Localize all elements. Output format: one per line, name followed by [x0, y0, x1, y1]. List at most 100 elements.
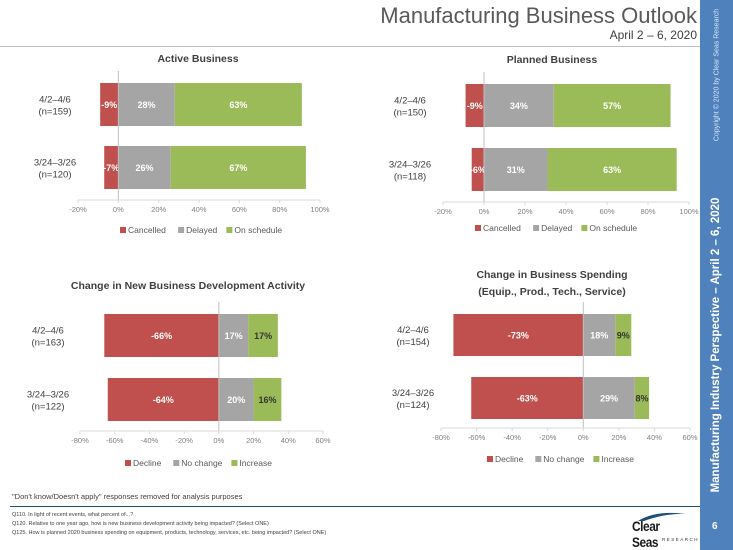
- tick-label: 60%: [682, 433, 697, 442]
- data-label: 8%: [635, 394, 648, 404]
- legend-swatch: [593, 456, 600, 462]
- legend-label: Cancelled: [483, 223, 521, 233]
- category-label-line: 4/2–4/6: [397, 325, 429, 336]
- tick-label: 60%: [315, 436, 330, 445]
- legend-swatch: [173, 460, 180, 466]
- data-label: 17%: [254, 331, 272, 341]
- data-label: 34%: [510, 101, 528, 111]
- bar-on-schedule: [170, 146, 306, 189]
- tick-label: 100%: [679, 207, 699, 216]
- category-label-line: 4/2–4/6: [394, 96, 426, 107]
- tick-label: 40%: [281, 436, 296, 445]
- category-label-line: 4/2–4/6: [32, 326, 64, 337]
- legend-label: Decline: [133, 458, 162, 468]
- bar-delayed: [118, 83, 175, 126]
- tick-label: 60%: [599, 207, 614, 216]
- legend-swatch: [231, 460, 238, 466]
- bar-no-change: [583, 377, 635, 419]
- chart-title: Active Business: [157, 53, 238, 65]
- tick-label: -60%: [468, 433, 486, 442]
- legend-swatch: [178, 227, 185, 233]
- logo-sub: RESEARCH: [662, 537, 700, 542]
- chart-title: Planned Business: [507, 54, 598, 66]
- legend-label: No change: [181, 458, 222, 468]
- chart-title: (Equip., Prod., Tech., Service): [478, 286, 625, 298]
- tick-label: 20%: [246, 436, 261, 445]
- category-label: 3/24–3/26 (n=122): [27, 390, 69, 413]
- data-label: 17%: [225, 331, 243, 341]
- bar-on-schedule: [174, 83, 302, 126]
- bar-delayed: [484, 148, 548, 191]
- page-subtitle: April 2 – 6, 2020: [609, 28, 697, 42]
- data-label: -9%: [101, 100, 117, 110]
- chart-2: Planned Business -9% 34% 57% 4/2–4/6 (n=150) -…: [389, 54, 699, 233]
- footnote: Q110. In light of recent events, what pe…: [12, 512, 134, 518]
- data-label: -9%: [467, 101, 483, 111]
- data-label: -7%: [103, 163, 119, 173]
- tick-label: 0%: [578, 433, 589, 442]
- tick-label: -80%: [71, 436, 89, 445]
- data-label: 16%: [258, 395, 276, 405]
- legend-label: Increase: [239, 458, 272, 468]
- logo-name: Clear Seas: [632, 518, 660, 550]
- legend-label: On schedule: [234, 225, 282, 235]
- tick-label: -40%: [503, 433, 521, 442]
- category-label-line: (n=118): [394, 172, 426, 183]
- category-label: 3/24–3/26 (n=118): [389, 160, 431, 183]
- sidebar-title: Manufacturing Industry Perspective – Apr…: [710, 197, 722, 493]
- category-label: 3/24–3/26 (n=120): [34, 158, 76, 181]
- bar-cancelled: [471, 148, 484, 191]
- bar-decline: [471, 377, 584, 419]
- tick-label: 60%: [232, 205, 247, 214]
- data-label: 29%: [600, 394, 618, 404]
- legend-label: Cancelled: [128, 225, 166, 235]
- legend-label: On schedule: [589, 223, 637, 233]
- category-label-line: (n=163): [31, 338, 64, 349]
- charts: Active Business-9% 28% 63%4/2–4/6 (n=159)-7…: [27, 53, 699, 468]
- data-label: 63%: [603, 165, 621, 175]
- legend-swatch: [535, 456, 542, 462]
- chart-title: Change in New Business Development Activ…: [71, 280, 305, 292]
- tick-label: 20%: [611, 433, 626, 442]
- tick-label: 0%: [113, 205, 124, 214]
- legend-swatch: [125, 460, 131, 466]
- category-label-line: 3/24–3/26: [34, 158, 76, 169]
- bar-no-change: [218, 378, 254, 421]
- bar-no-change: [583, 314, 616, 356]
- tick-label: -20%: [539, 433, 557, 442]
- legend-label: No change: [543, 454, 584, 464]
- data-label: 26%: [136, 163, 154, 173]
- bar-decline: [453, 314, 584, 356]
- legend-swatch: [226, 227, 233, 233]
- legend-label: Decline: [495, 454, 524, 464]
- category-label-line: 4/2–4/6: [39, 95, 71, 106]
- tick-label: -20%: [434, 207, 452, 216]
- tick-label: 20%: [151, 205, 166, 214]
- legend-swatch: [533, 225, 540, 231]
- legend-label: Increase: [601, 454, 634, 464]
- bar-cancelled: [465, 84, 484, 127]
- analysis-note: "Don't know/Doesn't apply" responses rem…: [12, 492, 243, 501]
- bar-cancelled: [104, 146, 119, 189]
- tick-label: -80%: [432, 433, 450, 442]
- tick-label: 80%: [272, 205, 287, 214]
- bar-decline: [107, 378, 219, 421]
- chart-3: Change in New Business Development Activ…: [27, 280, 331, 468]
- category-label-line: (n=159): [38, 107, 71, 118]
- legend-swatch: [581, 225, 588, 231]
- page-title: Manufacturing Business Outlook: [380, 3, 697, 28]
- bar-increase: [253, 378, 282, 421]
- legend-swatch: [120, 227, 126, 233]
- chart-4: Change in Business Spending (Equip., Prod…: [392, 269, 698, 464]
- data-label: -6%: [470, 165, 486, 175]
- tick-label: -20%: [175, 436, 193, 445]
- sidebar: [700, 0, 733, 550]
- legend-label: Delayed: [541, 223, 572, 233]
- category-label-line: 3/24–3/26: [27, 390, 69, 401]
- wave-icon: [638, 512, 686, 521]
- bar-increase: [634, 377, 650, 419]
- footnote: Q125. How is planned 2020 business spend…: [12, 530, 327, 536]
- category-label: 4/2–4/6 (n=159): [38, 95, 71, 118]
- copyright: Copyright © 2020 by Clear Seas Research: [713, 8, 721, 142]
